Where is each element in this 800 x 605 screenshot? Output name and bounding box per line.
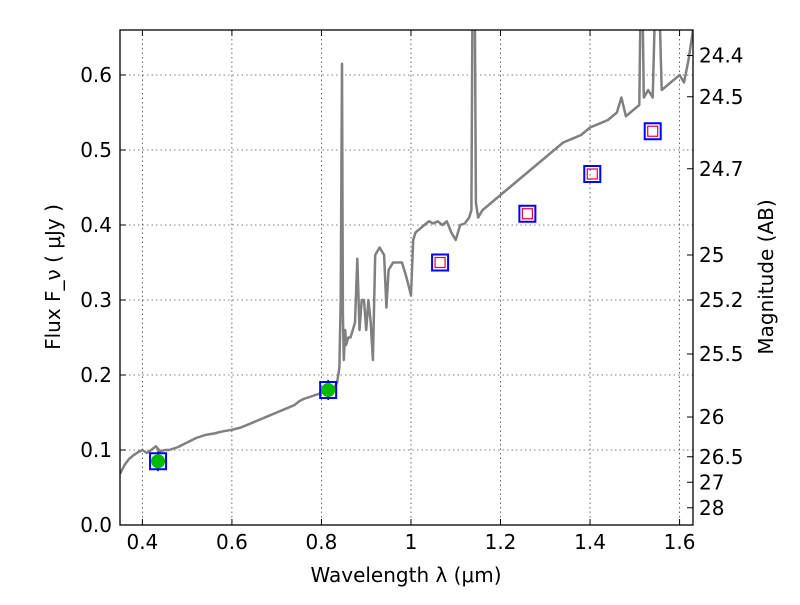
model-marker [521,208,533,220]
right-tick-label: 26 [699,405,724,429]
model-marker [586,168,598,180]
spectrum-line [120,30,693,475]
detection-point [319,380,338,400]
detection-marker [151,454,166,469]
plot-frame [119,29,694,526]
x-axis-label: Wavelength λ (μm) [310,563,501,587]
x-tick-label: 0.8 [306,530,338,554]
right-tick-label: 24.7 [699,157,744,181]
x-tick-label: 0.4 [126,530,158,554]
photometry-box [518,204,537,223]
y-tick-label: 0.5 [80,138,112,162]
model-point [431,253,450,272]
y-axis-label: Flux F_ν ( μJy ) [41,204,65,350]
right-tick-label: 26.5 [699,445,744,469]
right-tick-label: 28 [699,496,724,520]
right-tick-label: 25 [699,243,724,267]
y-tick-label: 0.1 [80,438,112,462]
right-tick-label: 27 [699,470,724,494]
x-tick-label: 1.2 [485,530,517,554]
y-tick-label: 0.3 [80,288,112,312]
right-tick-label: 25.5 [699,342,744,366]
y-tick-label: 0.0 [80,513,112,537]
photometry-box [583,165,602,183]
photometry-box [643,122,662,141]
photometry-box [431,253,450,272]
model-point [518,204,537,223]
model-marker [647,125,659,137]
right-axis-label: Magnitude (AB) [754,199,778,354]
photometry-box [319,381,338,399]
x-tick-label: 1 [405,530,418,554]
detection-point [149,451,168,472]
right-tick-label: 25.2 [699,288,744,312]
y-tick-label: 0.4 [80,213,112,237]
right-tick-label: 24.4 [699,44,744,68]
x-tick-label: 1.4 [574,530,606,554]
y-tick-label: 0.2 [80,363,112,387]
model-point [643,122,662,141]
photometry-box [149,452,168,471]
y-tick-label: 0.6 [80,63,112,87]
model-point [583,165,602,183]
data-points [149,122,662,472]
spectrum-layer [120,30,693,475]
detection-marker [321,383,336,397]
x-tick-label: 0.6 [216,530,248,554]
right-tick-label: 24.5 [699,85,744,109]
model-marker [434,256,446,269]
x-tick-label: 1.6 [664,530,696,554]
axis-ticks: 0.4 0.6 0.8 1 1.2 1.4 1.6 0.0 0.1 0.2 0.3 0.4 0.5 0.6… [80,30,744,554]
